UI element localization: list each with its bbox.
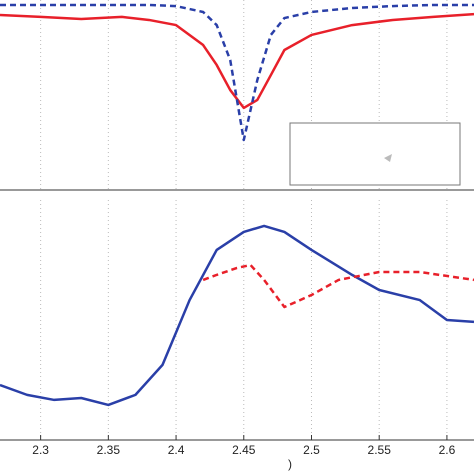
series-line xyxy=(202,263,474,309)
legend-box xyxy=(289,122,461,186)
series-line xyxy=(0,12,474,110)
series-line xyxy=(0,3,474,142)
x-axis-label: ) xyxy=(288,457,292,471)
series-line xyxy=(0,224,474,407)
x-tick-label: 2.45 xyxy=(232,443,256,457)
x-tick-label: 2.5 xyxy=(303,443,320,457)
x-tick-label: 2.55 xyxy=(368,443,392,457)
legend-cursor xyxy=(384,154,392,162)
x-tick-label: 2.3 xyxy=(32,443,49,457)
x-tick-label: 2.6 xyxy=(439,443,456,457)
x-tick-label: 2.35 xyxy=(97,443,121,457)
x-tick-label: 2.4 xyxy=(168,443,185,457)
